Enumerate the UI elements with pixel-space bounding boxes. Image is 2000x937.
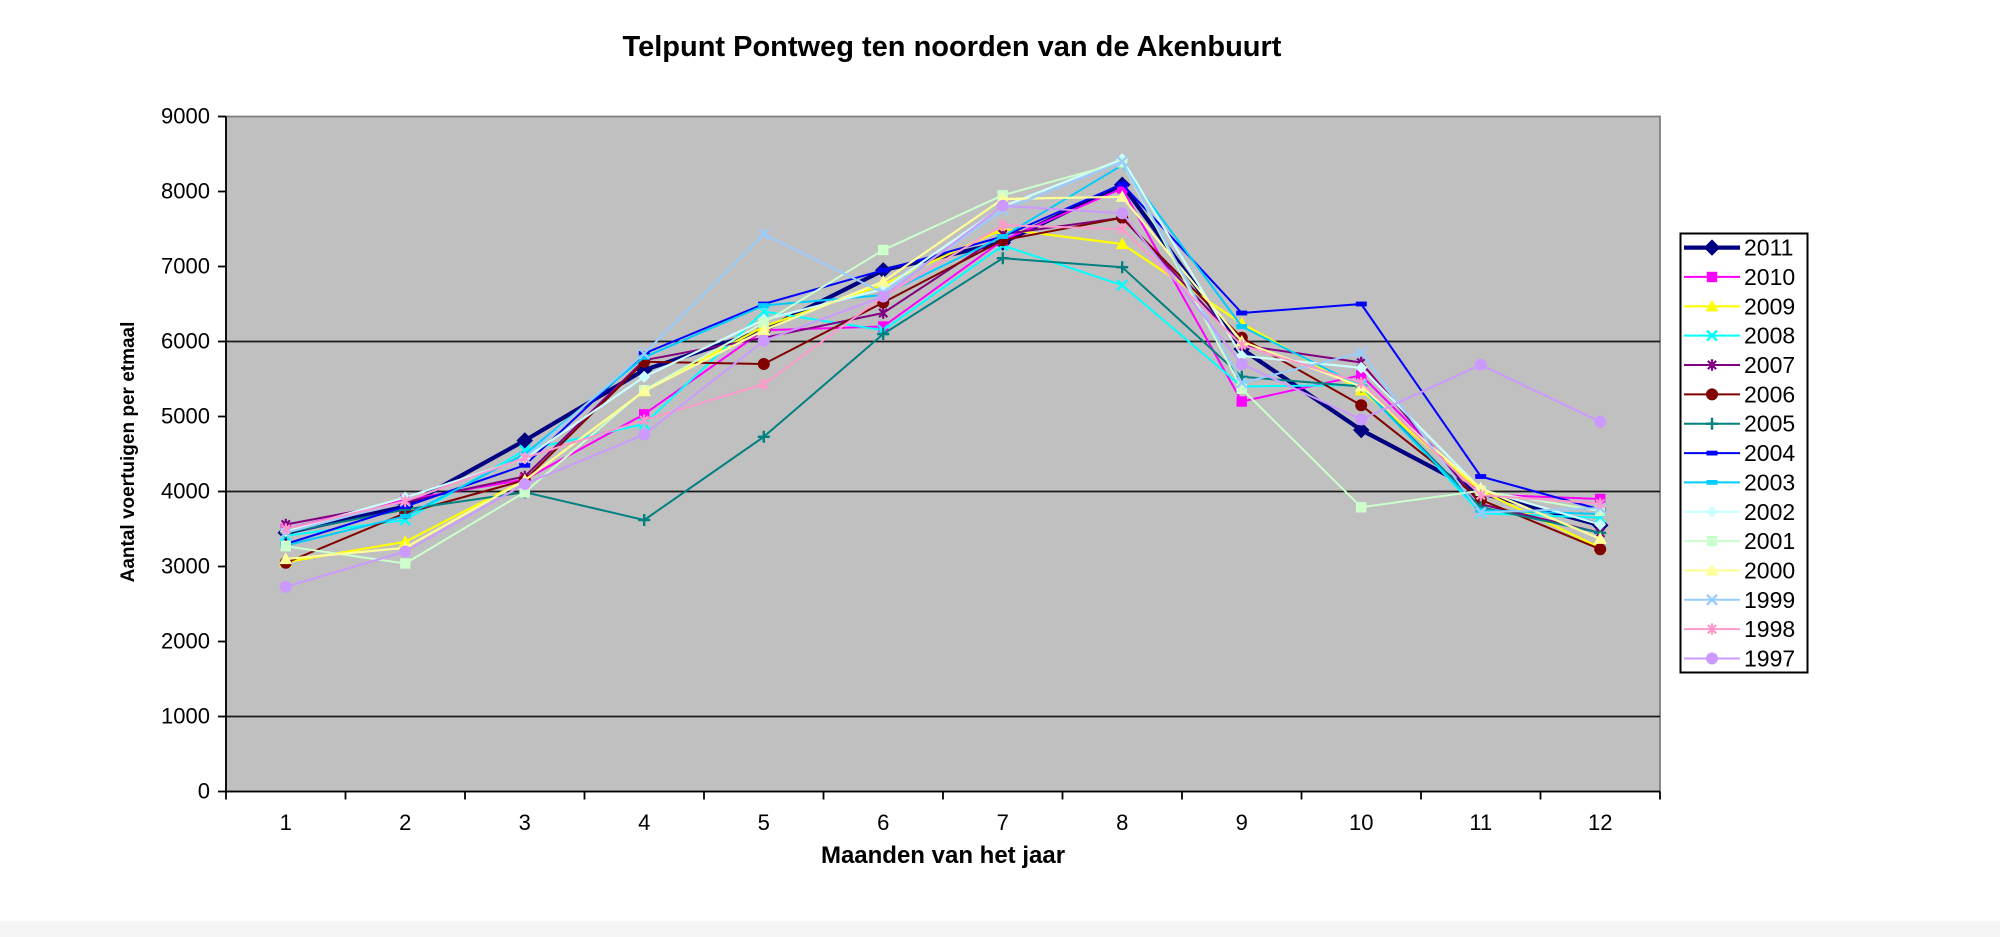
svg-text:2010: 2010 [1744,264,1795,290]
svg-text:2005: 2005 [1744,411,1795,437]
svg-text:Telpunt Pontweg ten noorden va: Telpunt Pontweg ten noorden van de Akenb… [623,31,1282,63]
svg-text:2004: 2004 [1744,440,1795,466]
svg-text:9: 9 [1236,810,1248,835]
svg-text:10: 10 [1349,810,1373,835]
svg-text:6: 6 [877,810,889,835]
svg-text:Aantal voertuigen per etmaal: Aantal voertuigen per etmaal [118,322,139,583]
svg-text:7000: 7000 [161,254,210,279]
svg-text:2: 2 [399,810,411,835]
svg-text:9000: 9000 [161,104,210,129]
svg-text:1998: 1998 [1744,616,1795,642]
svg-text:1997: 1997 [1744,646,1795,672]
svg-text:5000: 5000 [161,404,210,429]
svg-text:8: 8 [1116,810,1128,835]
svg-text:2008: 2008 [1744,323,1795,349]
svg-text:2009: 2009 [1744,293,1795,319]
svg-text:2007: 2007 [1744,352,1795,378]
svg-text:2006: 2006 [1744,381,1795,407]
svg-text:3: 3 [519,810,531,835]
svg-text:4: 4 [638,810,650,835]
svg-text:1: 1 [280,810,292,835]
svg-text:2001: 2001 [1744,528,1795,554]
svg-text:1000: 1000 [161,704,210,729]
svg-text:2011: 2011 [1744,235,1793,261]
svg-text:2000: 2000 [161,629,210,654]
svg-text:0: 0 [198,779,210,804]
svg-text:4000: 4000 [161,479,210,504]
svg-text:5: 5 [758,810,770,835]
svg-text:6000: 6000 [161,329,210,354]
svg-text:12: 12 [1588,810,1612,835]
svg-text:2002: 2002 [1744,499,1795,525]
svg-text:11: 11 [1469,810,1492,835]
svg-text:2000: 2000 [1744,558,1795,584]
svg-text:3000: 3000 [161,554,210,579]
svg-text:Maanden van het jaar: Maanden van het jaar [821,842,1065,869]
svg-text:7: 7 [997,810,1009,835]
svg-text:1999: 1999 [1744,587,1795,613]
svg-text:8000: 8000 [161,179,210,204]
svg-text:2003: 2003 [1744,469,1795,495]
